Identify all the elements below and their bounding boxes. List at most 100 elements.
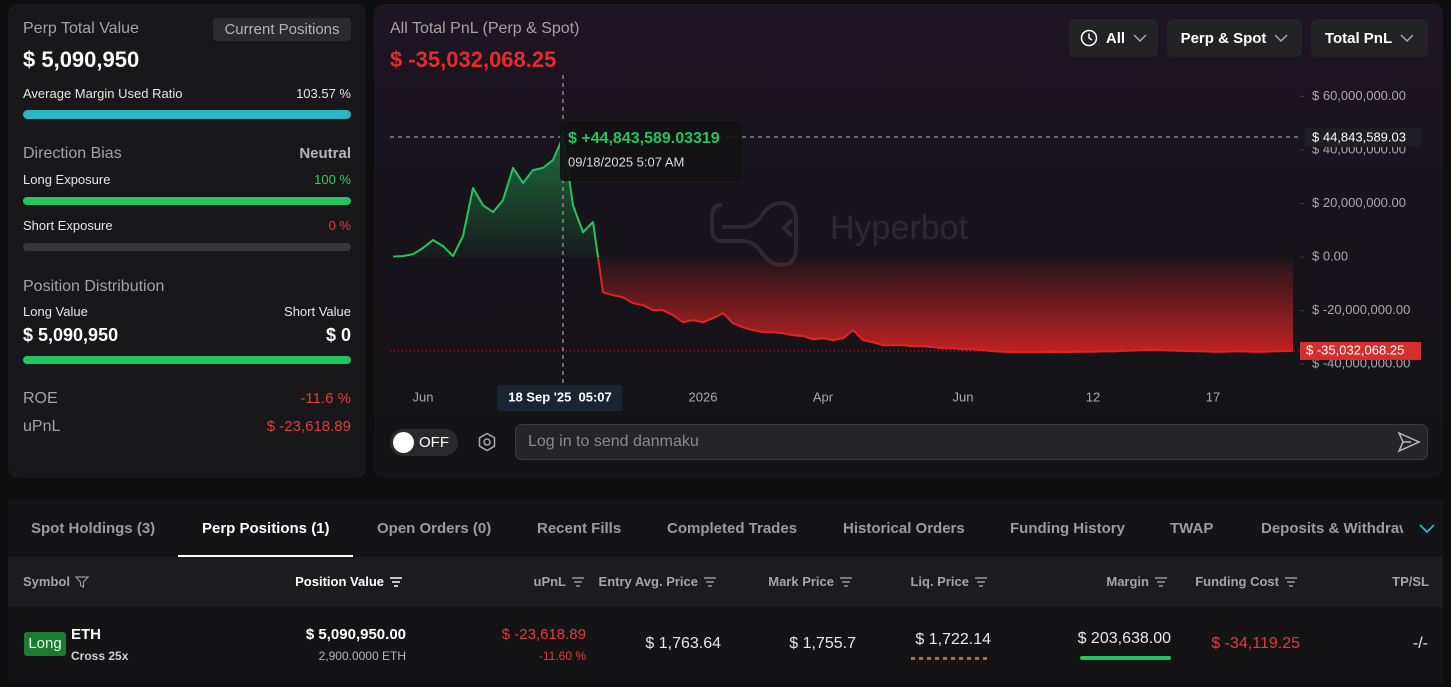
label: Long Exposure (23, 172, 111, 187)
header-cell[interactable]: uPnL (534, 573, 586, 591)
danmaku-toggle[interactable]: OFF (390, 429, 458, 456)
chevron (1274, 34, 1288, 42)
margin-gauge (1080, 656, 1171, 660)
tab[interactable]: Spot Holdings (3) (31, 520, 156, 537)
label: Perp Total Value (23, 20, 139, 37)
header-label: TP/SL (1392, 574, 1429, 589)
label: Average Margin Used Ratio (23, 86, 183, 101)
header-cell[interactable]: Mark Price (768, 573, 853, 591)
tp-sl[interactable]: -/- (1412, 635, 1428, 652)
x-tick-label: Jun (953, 389, 974, 404)
header-label: Liq. Price (910, 574, 969, 589)
tab[interactable]: TWAP (1170, 520, 1214, 537)
symbol[interactable]: ETH (71, 626, 101, 643)
pnl-line (392, 136, 1294, 354)
margin: $ 203,638.00 (1077, 630, 1171, 647)
tab-underline (178, 555, 353, 557)
danmaku-input[interactable]: Log in to send danmaku (515, 424, 1428, 460)
crosshair-x-label: 18 Sep '25 05:07 (508, 389, 612, 404)
sort-icon (572, 577, 584, 587)
tab[interactable]: Deposits & Withdrawals (1261, 520, 1403, 537)
entry-price: $ 1,763.64 (645, 635, 721, 652)
header-label: Position Value (295, 574, 384, 589)
liq-gauge (911, 657, 991, 660)
x-tick-label: Apr (813, 389, 834, 404)
toggle-label: OFF (419, 434, 449, 451)
tab[interactable]: Open Orders (0) (377, 520, 492, 537)
dropdown-label: Perp & Spot (1180, 29, 1267, 47)
watermark-logo (710, 200, 798, 268)
position-size: 2,900.0000 ETH (318, 649, 406, 663)
x-tick-label: 12 (1086, 389, 1100, 404)
sort-icon (390, 577, 402, 587)
header-cell[interactable]: Position Value (295, 573, 403, 591)
value: 100 % (314, 172, 351, 187)
header-label: Funding Cost (1195, 574, 1279, 589)
watermark: Hyperbot (830, 209, 969, 247)
table-header (8, 557, 1443, 607)
progress-bar (23, 197, 351, 205)
settings-icon[interactable] (477, 432, 497, 452)
more-tabs[interactable] (1419, 524, 1435, 534)
upnl-percent: -11.60 % (538, 649, 586, 663)
tab-bar (8, 500, 1443, 557)
value: $ 5,090,950 (23, 325, 119, 345)
position-value: $ 5,090,950.00 (305, 626, 406, 643)
tooltip-date: 09/18/2025 5:07 AM (568, 154, 684, 169)
total-value: $ 5,090,950 (23, 47, 140, 72)
header-cell[interactable]: Entry Avg. Price (599, 573, 717, 591)
value: -11.6 % (300, 390, 351, 407)
chevron (1400, 34, 1414, 42)
table-row (8, 607, 1443, 683)
sort-icon (1285, 577, 1297, 587)
header-label: Mark Price (768, 574, 834, 589)
crosshair-y-tag (1305, 128, 1421, 148)
tab-active[interactable]: Perp Positions (1) (202, 520, 330, 537)
value: $ -23,618.89 (266, 418, 351, 435)
funding-cost: $ -34,119.25 (1211, 635, 1300, 652)
metric-dropdown[interactable]: Total PnL (1311, 19, 1428, 57)
chart-title: All Total PnL (Perp & Spot) (390, 20, 580, 37)
value: $ 0 (325, 325, 351, 345)
last-value-tag (1300, 341, 1421, 360)
header-label: Entry Avg. Price (598, 574, 698, 589)
header-label: Margin (1106, 574, 1149, 589)
side-badge: Long (24, 632, 66, 656)
header-cell[interactable]: Margin (1106, 573, 1168, 591)
tab[interactable]: Funding History (1010, 520, 1125, 537)
y-tick-label: $ -20,000,000.00 (1312, 302, 1410, 317)
label: ROE (23, 390, 58, 407)
summary-panel (8, 4, 366, 478)
range-dropdown[interactable]: All (1069, 19, 1158, 57)
toggle-knob (393, 432, 414, 453)
value: Neutral (299, 145, 351, 162)
label: Short Exposure (23, 218, 113, 233)
progress-bar (23, 356, 351, 364)
sort-icon (1155, 577, 1167, 587)
dropdown-label: Total PnL (1324, 29, 1393, 47)
label: Long Value (23, 304, 88, 319)
send-icon[interactable] (1397, 431, 1421, 453)
value: 103.57 % (296, 86, 351, 101)
scope-dropdown[interactable]: Perp & Spot (1167, 19, 1302, 57)
sort-icon (840, 577, 852, 587)
y-tick-label: $ 0.00 (1312, 249, 1348, 264)
current-positions-button[interactable]: Current Positions (213, 18, 351, 41)
last-value-label: $ -35,032,068.25 (1306, 342, 1404, 357)
label: uPnL (23, 418, 61, 435)
y-tick-label: $ 20,000,000.00 (1312, 195, 1406, 210)
crosshair-y-label: $ 44,843,589.03 (1312, 129, 1406, 144)
mark-price: $ 1,755.7 (789, 635, 856, 652)
header-cell[interactable]: Funding Cost (1195, 573, 1298, 591)
liq-price: $ 1,722.14 (915, 631, 991, 648)
tab[interactable]: Historical Orders (843, 520, 965, 537)
tab[interactable]: Recent Fills (537, 520, 622, 537)
progress-bar (23, 110, 351, 119)
header-cell[interactable]: Symbol (23, 573, 89, 591)
progress-bar (23, 243, 351, 251)
y-tick-label: $ 60,000,000.00 (1312, 88, 1406, 103)
tab[interactable]: Completed Trades (667, 520, 798, 537)
header-cell[interactable]: Liq. Price (910, 573, 988, 591)
